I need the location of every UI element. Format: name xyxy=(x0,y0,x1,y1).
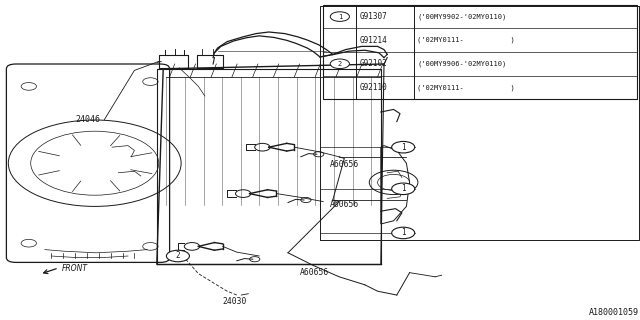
Text: FRONT: FRONT xyxy=(62,264,88,273)
Text: 24030: 24030 xyxy=(223,297,247,306)
Text: A60656: A60656 xyxy=(330,160,359,169)
Text: G92110: G92110 xyxy=(360,83,387,92)
Text: 2: 2 xyxy=(175,252,180,260)
Circle shape xyxy=(392,141,415,153)
Circle shape xyxy=(166,250,189,262)
Circle shape xyxy=(330,59,349,68)
Circle shape xyxy=(392,227,415,239)
Text: G91307: G91307 xyxy=(360,12,387,21)
Text: A180001059: A180001059 xyxy=(589,308,639,317)
Text: G92102: G92102 xyxy=(360,59,387,68)
Text: A60656: A60656 xyxy=(300,268,329,277)
Text: 1: 1 xyxy=(338,14,342,20)
Circle shape xyxy=(392,183,415,195)
Text: A60656: A60656 xyxy=(330,200,359,209)
Text: ('00MY9902-'02MY0110): ('00MY9902-'02MY0110) xyxy=(417,13,506,20)
Text: ('00MY9906-'02MY0110): ('00MY9906-'02MY0110) xyxy=(417,60,506,67)
Circle shape xyxy=(330,12,349,21)
Text: 2: 2 xyxy=(338,61,342,67)
Text: ('02MY0111-           ): ('02MY0111- ) xyxy=(417,37,515,44)
Text: ('02MY0111-           ): ('02MY0111- ) xyxy=(417,84,515,91)
Text: 24046: 24046 xyxy=(76,115,100,124)
Text: 1: 1 xyxy=(401,143,406,152)
Text: 1: 1 xyxy=(401,228,406,237)
Text: G91214: G91214 xyxy=(360,36,387,45)
Text: 1: 1 xyxy=(401,184,406,193)
Bar xyxy=(323,5,637,99)
